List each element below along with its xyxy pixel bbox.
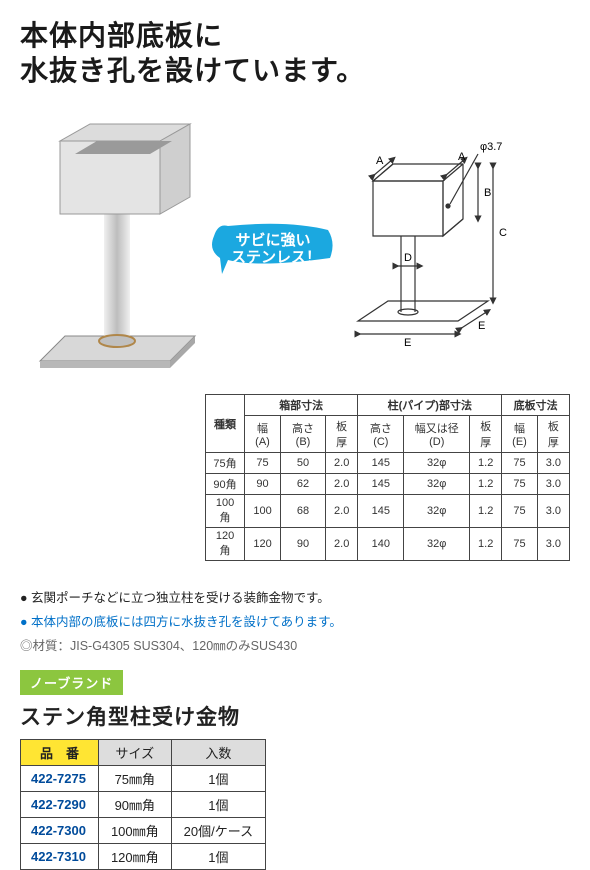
headline-l1: 本体内部底板に [20,20,223,51]
spec-cell: 1.2 [470,474,502,495]
badge-l2: ステンレス！ [231,249,321,266]
spec-th-pipe: 柱(パイプ)部寸法 [358,395,502,416]
spec-table-wrap: 種類 箱部寸法 柱(パイプ)部寸法 底板寸法 幅(A) 高さ(B) 板厚 高さ(… [205,394,570,561]
spec-th-box: 箱部寸法 [245,395,358,416]
spec-cell: 100 [245,495,281,528]
spec-sub-t2: 板厚 [470,416,502,453]
spec-cell: 62 [280,474,325,495]
stainless-badge: サビに強い ステンレス！ [208,218,338,288]
sku-size: 90㎜角 [98,792,171,818]
dim-A2: A [458,151,466,163]
spec-cell: 3.0 [537,474,569,495]
spec-cell: 1.2 [470,495,502,528]
sku-qty: 20個/ケース [171,818,265,844]
spec-cell: 32φ [404,453,470,474]
sku-size: 120㎜角 [98,844,171,870]
spec-cell: 3.0 [537,453,569,474]
spec-cell: 75 [502,528,537,561]
brand-tag: ノーブランド [20,670,123,695]
sku-size: 100㎜角 [98,818,171,844]
sku-size: 75㎜角 [98,766,171,792]
headline: 本体内部底板に 水抜き孔を設けています。 [20,18,570,88]
spec-cell: 32φ [404,528,470,561]
spec-sub-hB: 高さ(B) [280,416,325,453]
sku-row: 422-7310120㎜角1個 [21,844,266,870]
spec-cell: 75 [245,453,281,474]
spec-th-kind: 種類 [206,395,245,453]
sku-qty: 1個 [171,766,265,792]
spec-cell: 32φ [404,495,470,528]
spec-cell: 50 [280,453,325,474]
dim-phi: φ3.7 [480,141,502,153]
spec-cell: 75角 [206,453,245,474]
sku-table: 品 番 サイズ 入数 422-727575㎜角1個422-729090㎜角1個4… [20,739,266,870]
spec-cell: 3.0 [537,528,569,561]
spec-cell: 2.0 [326,495,358,528]
spec-row: 100角100682.014532φ1.2753.0 [206,495,570,528]
spec-cell: 100角 [206,495,245,528]
spec-cell: 90角 [206,474,245,495]
spec-cell: 145 [358,453,404,474]
sku-code: 422-7300 [21,818,99,844]
notes: ● 玄関ポーチなどに立つ独立柱を受ける装飾金物です。 ● 本体内部の底板には四方… [20,587,570,658]
note-2: ● 本体内部の底板には四方に水抜き孔を設けてあります。 [20,611,570,635]
spec-table: 種類 箱部寸法 柱(パイプ)部寸法 底板寸法 幅(A) 高さ(B) 板厚 高さ(… [205,394,570,561]
dim-E: E [404,337,411,349]
sku-th-size: サイズ [98,740,171,766]
spec-sub-t1: 板厚 [326,416,358,453]
dim-A: A [376,155,384,167]
spec-cell: 120 [245,528,281,561]
spec-cell: 145 [358,474,404,495]
spec-sub-wD: 幅又は径(D) [404,416,470,453]
spec-cell: 90 [280,528,325,561]
spec-cell: 75 [502,453,537,474]
dim-E2: E [478,320,485,332]
spec-cell: 75 [502,474,537,495]
spec-cell: 90 [245,474,281,495]
product-name: ステン角型柱受け金物 [20,701,570,731]
sku-code: 422-7310 [21,844,99,870]
spec-cell: 32φ [404,474,470,495]
spec-cell: 2.0 [326,474,358,495]
spec-cell: 1.2 [470,453,502,474]
spec-cell: 145 [358,495,404,528]
note-3: ◎材質：JIS-G4305 SUS304、120㎜のみSUS430 [20,635,570,659]
dim-D: D [404,252,412,264]
sku-qty: 1個 [171,844,265,870]
badge-l1: サビに強い [235,231,310,249]
spec-cell: 120角 [206,528,245,561]
spec-th-base: 底板寸法 [502,395,570,416]
sku-row: 422-7300100㎜角20個/ケース [21,818,266,844]
dimension-diagram: φ3.7 A A B C D E E [338,136,528,356]
spec-sub-wE: 幅(E) [502,416,537,453]
spec-row: 90角90622.014532φ1.2753.0 [206,474,570,495]
spec-row: 75角75502.014532φ1.2753.0 [206,453,570,474]
headline-l2: 水抜き孔を設けています。 [20,55,365,86]
sku-th-code: 品 番 [21,740,99,766]
spec-sub-wA: 幅(A) [245,416,281,453]
sku-code: 422-7290 [21,792,99,818]
spec-sub-hC: 高さ(C) [358,416,404,453]
note-1: ● 玄関ポーチなどに立つ独立柱を受ける装飾金物です。 [20,587,570,611]
sku-row: 422-729090㎜角1個 [21,792,266,818]
spec-cell: 1.2 [470,528,502,561]
product-photo [20,106,230,386]
dim-C: C [499,227,507,239]
sku-code: 422-7275 [21,766,99,792]
sku-th-qty: 入数 [171,740,265,766]
spec-row: 120角120902.014032φ1.2753.0 [206,528,570,561]
spec-cell: 140 [358,528,404,561]
sku-qty: 1個 [171,792,265,818]
dim-B: B [484,187,491,199]
spec-cell: 68 [280,495,325,528]
spec-cell: 2.0 [326,528,358,561]
sku-row: 422-727575㎜角1個 [21,766,266,792]
spec-sub-t3: 板厚 [537,416,569,453]
spec-cell: 75 [502,495,537,528]
spec-cell: 2.0 [326,453,358,474]
figure-row: サビに強い ステンレス！ [20,106,570,386]
spec-cell: 3.0 [537,495,569,528]
